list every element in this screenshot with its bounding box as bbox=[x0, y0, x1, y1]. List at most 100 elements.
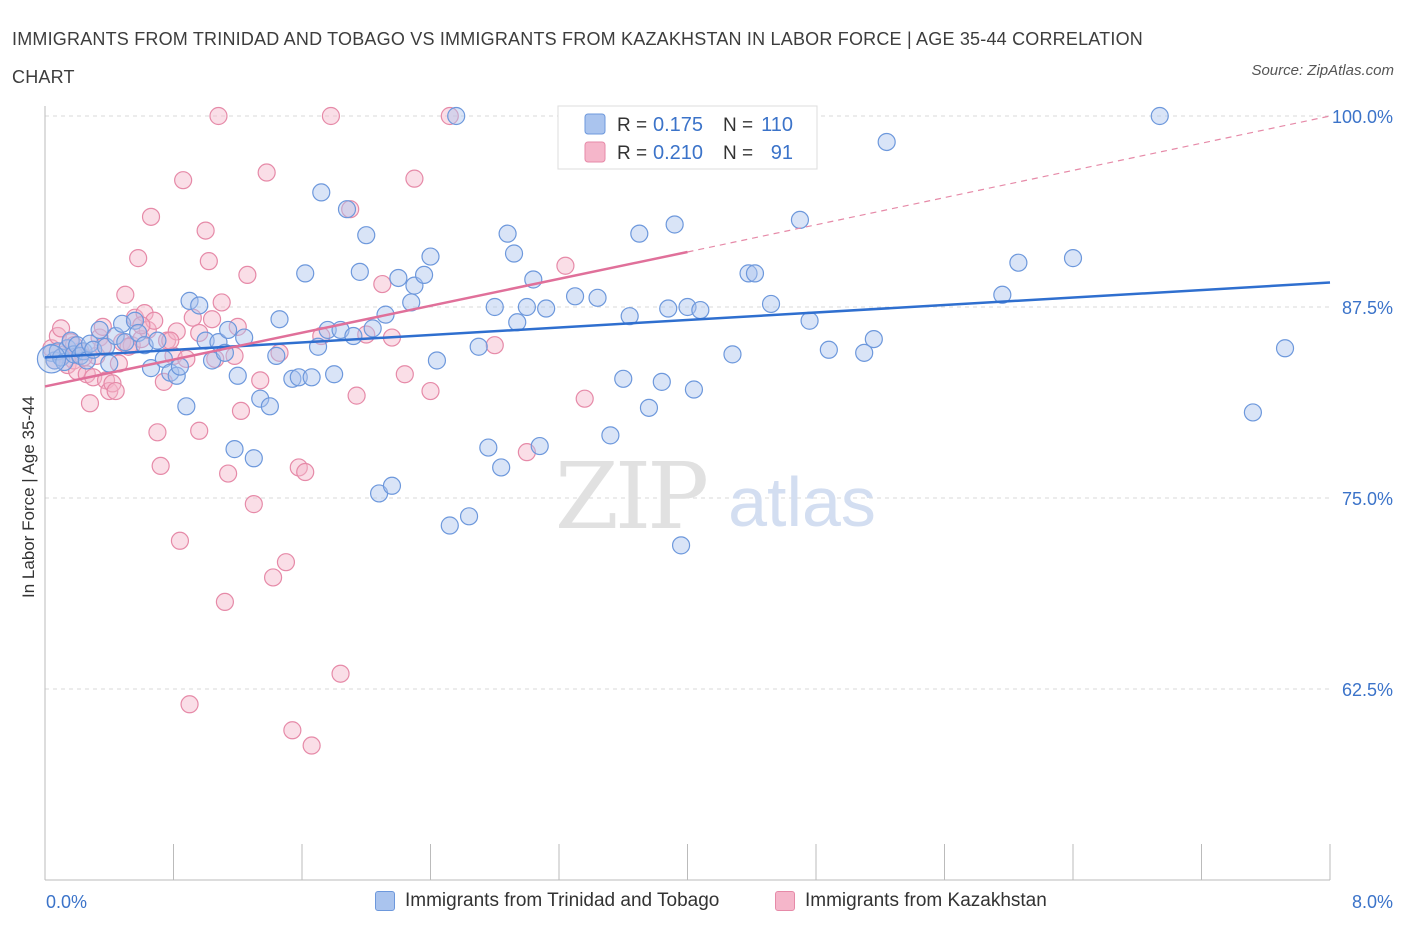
trinidad-point bbox=[363, 319, 382, 338]
trend-line-kazakhstan bbox=[44, 250, 688, 388]
trinidad-point bbox=[357, 226, 376, 245]
stats-swatch-pink bbox=[584, 141, 606, 163]
kazakhstan-point bbox=[244, 495, 263, 514]
trinidad-point bbox=[508, 313, 527, 332]
x-tick-label-1: 8.0% bbox=[1352, 892, 1393, 912]
trinidad-point bbox=[1150, 106, 1169, 126]
trinidad-point bbox=[100, 354, 119, 373]
trinidad-point bbox=[177, 397, 196, 416]
trinidad-point bbox=[652, 372, 671, 391]
trinidad-point-cluster bbox=[36, 344, 67, 374]
kazakhstan-point bbox=[209, 106, 228, 126]
trinidad-point bbox=[639, 398, 659, 417]
trinidad-point bbox=[819, 340, 838, 359]
chart-title: IMMIGRANTS FROM TRINIDAD AND TOBAGO VS I… bbox=[12, 29, 1143, 87]
y-tick-labels: 62.5% 75.0% 87.5% 100.0% bbox=[1332, 107, 1393, 700]
trinidad-point bbox=[244, 449, 263, 468]
trinidad-point bbox=[620, 307, 639, 326]
trinidad-point bbox=[148, 331, 167, 350]
trinidad-point bbox=[691, 300, 710, 320]
x-tick-labels: 0.0% 8.0% bbox=[46, 892, 1393, 912]
source-label: Source: ZipAtlas.com bbox=[1251, 62, 1394, 79]
trinidad-point bbox=[325, 365, 344, 384]
kazakhstan-point bbox=[151, 456, 170, 476]
trinidad-point bbox=[1275, 339, 1295, 358]
kazakhstan-point bbox=[215, 592, 234, 612]
legend-item-kazakhstan[interactable]: Immigrants from Kazakhstan bbox=[775, 890, 1047, 912]
kazakhstan-point bbox=[321, 106, 341, 126]
trinidad-point bbox=[267, 346, 286, 365]
kazakhstan-point bbox=[199, 252, 218, 271]
stats-n-label-pink: N = bbox=[723, 143, 753, 164]
legend-label-trinidad: Immigrants from Trinidad and Tobago bbox=[405, 890, 720, 911]
kazakhstan-point bbox=[556, 256, 575, 275]
trinidad-point bbox=[601, 426, 620, 445]
kazakhstan-point bbox=[257, 163, 276, 182]
legend-item-trinidad[interactable]: Immigrants from Trinidad and Tobago bbox=[375, 890, 719, 912]
trinidad-point bbox=[344, 326, 363, 346]
watermark: ZIP atlas bbox=[555, 443, 876, 550]
kazakhstan-point bbox=[219, 464, 238, 483]
trinidad-point bbox=[289, 368, 308, 387]
kazakhstan-point bbox=[116, 285, 135, 304]
trinidad-point bbox=[1243, 403, 1263, 422]
kazakhstan-point bbox=[238, 265, 257, 285]
y-tick-label-0: 62.5% bbox=[1342, 680, 1393, 700]
stats-r-label-blue: R = bbox=[617, 115, 647, 136]
trinidad-point bbox=[485, 297, 504, 317]
trinidad-point bbox=[459, 507, 479, 526]
stats-n-label-blue: N = bbox=[723, 115, 753, 136]
stats-r-value-blue: 0.175 bbox=[653, 114, 703, 136]
trinidad-point bbox=[337, 200, 357, 219]
trinidad-point bbox=[684, 380, 704, 399]
trinidad-point bbox=[389, 268, 408, 288]
kazakhstan-point bbox=[93, 317, 112, 336]
trinidad-point bbox=[440, 516, 459, 535]
kazakhstan-point bbox=[347, 386, 366, 405]
kazakhstan-point bbox=[421, 381, 440, 401]
trinidad-point bbox=[671, 536, 691, 555]
trinidad-point bbox=[739, 264, 758, 283]
trinidad-point bbox=[993, 285, 1012, 304]
trinidad-point bbox=[761, 294, 781, 314]
kazakhstan-point bbox=[212, 293, 231, 312]
trinidad-point bbox=[180, 291, 199, 310]
kazakhstan-point bbox=[302, 736, 321, 755]
trinidad-point bbox=[537, 299, 556, 318]
trinidad-point bbox=[877, 132, 896, 152]
kazakhstan-point bbox=[190, 421, 209, 440]
legend-label-kazakhstan: Immigrants from Kazakhstan bbox=[805, 890, 1047, 911]
kazakhstan-point bbox=[167, 322, 186, 341]
kazakhstan-point bbox=[141, 207, 161, 226]
trinidad-point bbox=[492, 458, 511, 477]
kazakhstan-point bbox=[51, 319, 71, 338]
trend-lines bbox=[44, 115, 1331, 388]
trinidad-point bbox=[302, 368, 321, 387]
trinidad-point bbox=[296, 264, 315, 283]
kazakhstan-point bbox=[485, 336, 504, 355]
trinidad-point bbox=[90, 320, 109, 340]
kazakhstan-point bbox=[106, 381, 125, 401]
trinidad-point bbox=[723, 345, 742, 364]
axes bbox=[44, 106, 1331, 881]
trinidad-point bbox=[588, 288, 607, 307]
stats-n-value-blue: 110 bbox=[761, 114, 793, 136]
kazakhstan-point bbox=[575, 389, 594, 408]
watermark-atlas: atlas bbox=[728, 463, 876, 541]
trinidad-point bbox=[800, 311, 819, 330]
trinidad-point bbox=[614, 369, 633, 388]
y-tick-label-1: 75.0% bbox=[1342, 489, 1393, 509]
legend-swatch-pink bbox=[775, 891, 795, 911]
trinidad-point bbox=[270, 310, 289, 329]
watermark-zip: ZIP bbox=[555, 443, 706, 550]
trinidad-point bbox=[790, 210, 810, 230]
kazakhstan-point bbox=[276, 553, 296, 572]
trinidad-point bbox=[479, 438, 498, 457]
trinidad-point bbox=[225, 440, 244, 459]
kazakhstan-point bbox=[405, 169, 424, 188]
kazakhstan-point bbox=[170, 531, 190, 550]
trinidad-point bbox=[190, 296, 209, 315]
y-tick-label-2: 87.5% bbox=[1342, 298, 1393, 318]
stats-n-value-pink: 91 bbox=[771, 142, 793, 164]
trinidad-point bbox=[630, 224, 649, 243]
